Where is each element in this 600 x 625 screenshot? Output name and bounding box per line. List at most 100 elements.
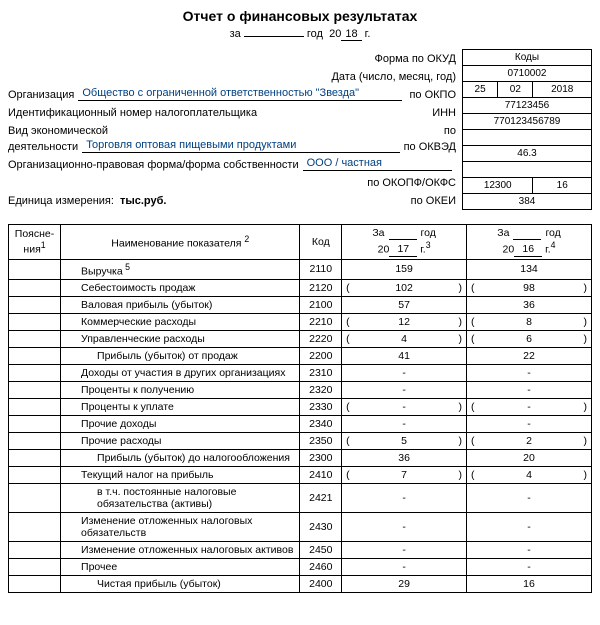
value-org: Общество с ограниченной ответственностью… bbox=[78, 87, 402, 101]
row-value: - bbox=[342, 513, 467, 542]
row-name: Прибыль (убыток) от продаж bbox=[61, 348, 300, 365]
table-row: Коммерческие расходы2210(12)(8) bbox=[9, 314, 592, 331]
label-activity1: Вид экономической bbox=[8, 125, 108, 137]
row-value: 29 bbox=[342, 576, 467, 593]
value-unit: тыс.руб. bbox=[114, 195, 167, 207]
row-value: (102) bbox=[342, 280, 467, 297]
row-value: - bbox=[467, 365, 592, 382]
label-okpo: по ОКПО bbox=[406, 89, 456, 101]
table-row: Управленческие расходы2220(4)(6) bbox=[9, 331, 592, 348]
row-value: (5) bbox=[342, 433, 467, 450]
row-value: - bbox=[467, 513, 592, 542]
row-value: (4) bbox=[467, 467, 592, 484]
code-okopf: 12300 bbox=[463, 178, 533, 194]
label-g: г. bbox=[365, 28, 371, 40]
row-value: - bbox=[467, 542, 592, 559]
label-org: Организация bbox=[8, 89, 74, 101]
row-code: 2100 bbox=[300, 297, 342, 314]
row-code: 2220 bbox=[300, 331, 342, 348]
row-value: - bbox=[342, 559, 467, 576]
th-code: Код bbox=[300, 225, 342, 260]
row-code: 2310 bbox=[300, 365, 342, 382]
codes-block: Коды 0710002 25 02 2018 77123456 7701234… bbox=[462, 49, 592, 210]
row-value: - bbox=[467, 559, 592, 576]
row-value: 57 bbox=[342, 297, 467, 314]
label-okved: по ОКВЭД bbox=[404, 141, 456, 153]
row-code: 2350 bbox=[300, 433, 342, 450]
row-value: - bbox=[342, 542, 467, 559]
tail-inn: ИНН bbox=[406, 107, 456, 119]
yy-prefix: 20 bbox=[329, 28, 341, 40]
row-value: (-) bbox=[342, 399, 467, 416]
table-row: Валовая прибыль (убыток)21005736 bbox=[9, 297, 592, 314]
label-activity2: деятельности bbox=[8, 141, 78, 153]
code-okfs: 16 bbox=[533, 178, 592, 194]
row-value: 36 bbox=[342, 450, 467, 467]
row-code: 2120 bbox=[300, 280, 342, 297]
label-inn: Идентификационный номер налогоплательщик… bbox=[8, 107, 257, 119]
code-okved: 46.3 bbox=[463, 146, 592, 162]
table-row: Выручка 52110159134 bbox=[9, 259, 592, 280]
label-za: за bbox=[230, 28, 241, 40]
main-table: Поясне- ния1 Наименование показателя 2 К… bbox=[8, 224, 592, 593]
label-form: Организационно-правовая форма/форма собс… bbox=[8, 159, 299, 171]
row-name: Прочие доходы bbox=[61, 416, 300, 433]
th-poyasn: Поясне- ния1 bbox=[9, 225, 61, 260]
table-row: Проценты к получению2320-- bbox=[9, 382, 592, 399]
row-value: (7) bbox=[342, 467, 467, 484]
th-year1: За год 2017 г.3 bbox=[342, 225, 467, 260]
table-row: Прочее2460-- bbox=[9, 559, 592, 576]
row-value: 36 bbox=[467, 297, 592, 314]
row-code: 2110 bbox=[300, 259, 342, 280]
row-code: 2430 bbox=[300, 513, 342, 542]
row-code: 2200 bbox=[300, 348, 342, 365]
row-name: Изменение отложенных налоговых активов bbox=[61, 542, 300, 559]
row-name: Прочее bbox=[61, 559, 300, 576]
label-unit: Единица измерения: bbox=[8, 195, 114, 207]
table-row: Изменение отложенных налоговых активов24… bbox=[9, 542, 592, 559]
table-row: Изменение отложенных налоговых обязатель… bbox=[9, 513, 592, 542]
code-date-d: 25 bbox=[463, 82, 498, 98]
row-value: 41 bbox=[342, 348, 467, 365]
row-name: Коммерческие расходы bbox=[61, 314, 300, 331]
row-code: 2300 bbox=[300, 450, 342, 467]
row-name: Проценты к получению bbox=[61, 382, 300, 399]
value-activity: Торговля оптовая пищевыми продуктами bbox=[82, 139, 399, 153]
table-row: Прочие расходы2350(5)(2) bbox=[9, 433, 592, 450]
row-value: - bbox=[342, 416, 467, 433]
row-name: Чистая прибыль (убыток) bbox=[61, 576, 300, 593]
period-blank bbox=[244, 36, 304, 37]
row-name: Управленческие расходы bbox=[61, 331, 300, 348]
table-row: Себестоимость продаж2120(102)(98) bbox=[9, 280, 592, 297]
row-value: (6) bbox=[467, 331, 592, 348]
table-row: Проценты к уплате2330(-)(-) bbox=[9, 399, 592, 416]
row-name: Доходы от участия в других организациях bbox=[61, 365, 300, 382]
row-value: - bbox=[467, 484, 592, 513]
th-name: Наименование показателя 2 bbox=[61, 225, 300, 260]
table-row: Чистая прибыль (убыток)24002916 bbox=[9, 576, 592, 593]
label-okopf: по ОКОПФ/ОКФС bbox=[367, 177, 456, 189]
table-row: в т.ч. постоянные налоговые обязательств… bbox=[9, 484, 592, 513]
row-code: 2320 bbox=[300, 382, 342, 399]
row-value: - bbox=[467, 382, 592, 399]
row-code: 2460 bbox=[300, 559, 342, 576]
table-row: Прибыль (убыток) до налогообложения23003… bbox=[9, 450, 592, 467]
row-name: Валовая прибыль (убыток) bbox=[61, 297, 300, 314]
row-value: (2) bbox=[467, 433, 592, 450]
row-code: 2410 bbox=[300, 467, 342, 484]
row-name: Прибыль (убыток) до налогообложения bbox=[61, 450, 300, 467]
row-name: Проценты к уплате bbox=[61, 399, 300, 416]
row-name: Изменение отложенных налоговых обязатель… bbox=[61, 513, 300, 542]
row-name: Текущий налог на прибыль bbox=[61, 467, 300, 484]
th-year2: За год 2016 г.4 bbox=[467, 225, 592, 260]
row-value: - bbox=[467, 416, 592, 433]
table-row: Прибыль (убыток) от продаж22004122 bbox=[9, 348, 592, 365]
row-value: (98) bbox=[467, 280, 592, 297]
row-value: 134 bbox=[467, 259, 592, 280]
row-name: Прочие расходы bbox=[61, 433, 300, 450]
row-code: 2400 bbox=[300, 576, 342, 593]
row-name: в т.ч. постоянные налоговые обязательств… bbox=[61, 484, 300, 513]
table-row: Текущий налог на прибыль2410(7)(4) bbox=[9, 467, 592, 484]
row-value: 20 bbox=[467, 450, 592, 467]
report-period: за год 2018 г. bbox=[8, 28, 592, 41]
